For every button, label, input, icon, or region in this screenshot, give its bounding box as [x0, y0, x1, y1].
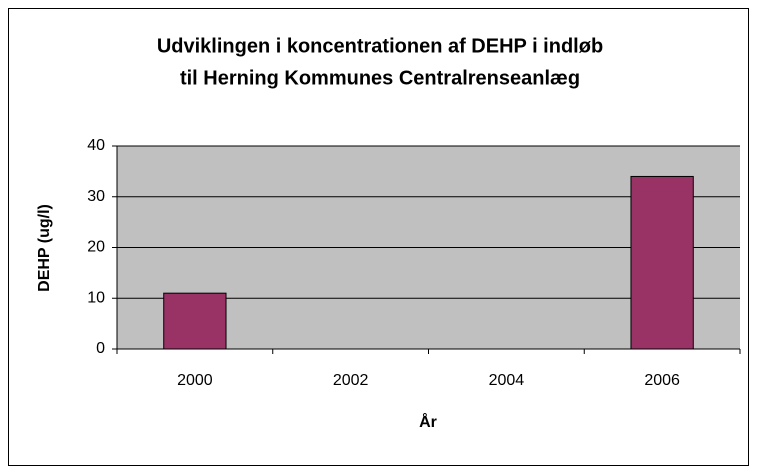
- y-tick-label: 0: [96, 340, 105, 357]
- x-axis-title: År: [419, 412, 437, 431]
- y-tick-label: 10: [87, 289, 105, 306]
- chart-title: Udviklingen i koncentrationen af DEHP i …: [157, 35, 603, 57]
- y-axis-title: DEHP (ug/l): [36, 204, 53, 292]
- chart-title: til Herning Kommunes Centralrenseanlæg: [180, 67, 580, 89]
- y-tick-label: 30: [87, 188, 105, 205]
- y-tick-label: 40: [87, 137, 105, 154]
- bar: [163, 292, 227, 350]
- bar: [630, 175, 694, 350]
- x-tick-label: 2004: [489, 372, 525, 389]
- x-tick-label: 2002: [333, 372, 369, 389]
- x-tick-label: 2006: [644, 372, 680, 389]
- x-tick-label: 2000: [177, 372, 213, 389]
- y-tick-label: 20: [87, 239, 105, 256]
